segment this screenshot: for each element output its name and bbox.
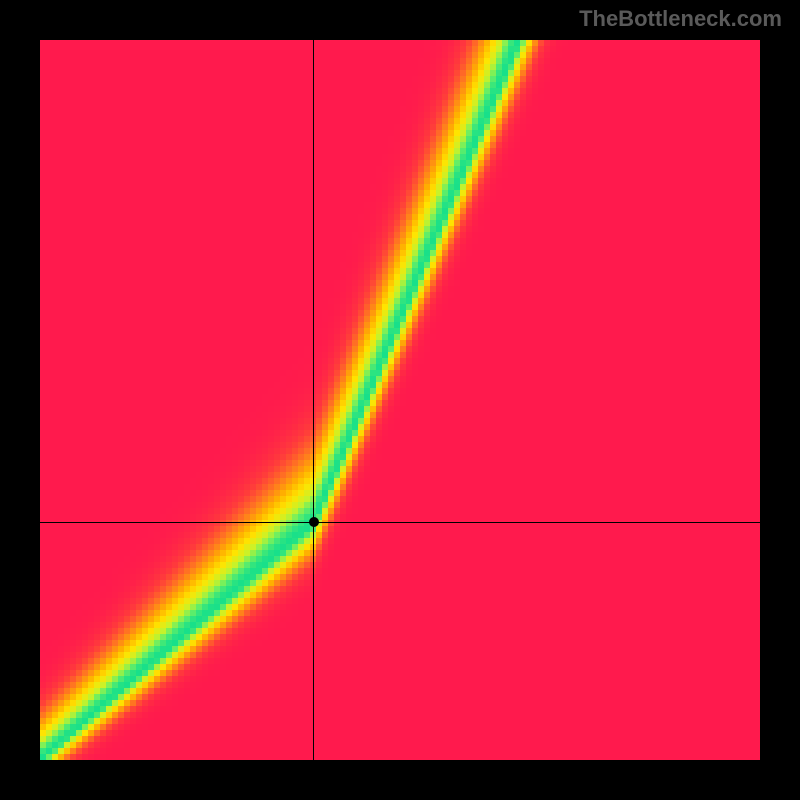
heatmap-canvas <box>40 40 760 760</box>
chart-container: TheBottleneck.com <box>0 0 800 800</box>
crosshair-vertical <box>313 40 314 760</box>
crosshair-horizontal <box>40 522 760 523</box>
crosshair-marker <box>309 517 319 527</box>
plot-area <box>40 40 760 760</box>
watermark-text: TheBottleneck.com <box>579 6 782 32</box>
